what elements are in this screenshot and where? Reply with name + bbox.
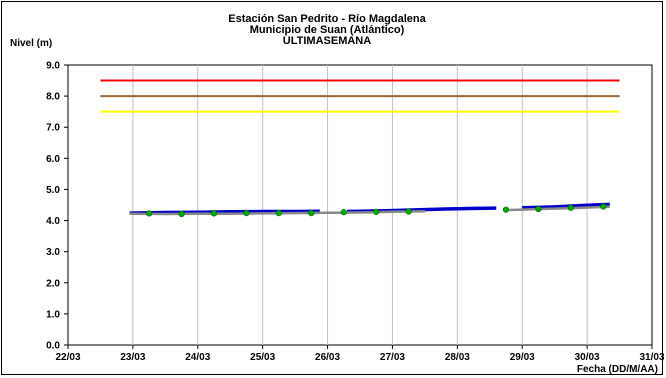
x-tick-label: 27/03 bbox=[380, 352, 405, 363]
data-point bbox=[210, 210, 218, 217]
y-tick-label: 1.0 bbox=[46, 309, 60, 320]
chart-title-line: ULTIMASEMANA bbox=[283, 35, 371, 47]
y-tick-label: 9.0 bbox=[46, 61, 60, 72]
data-point bbox=[567, 204, 574, 211]
data-point bbox=[275, 209, 282, 217]
x-tick-label: 22/03 bbox=[55, 352, 80, 363]
y-axis-ticks: 0.0 1.0 2.0 3.0 4.0 5.0 6.0 7.0 8.0 9.0 bbox=[46, 61, 68, 352]
x-axis-label: Fecha (DD/M/AA) bbox=[577, 364, 658, 375]
series-group bbox=[129, 202, 610, 218]
data-point bbox=[308, 209, 315, 217]
x-axis-ticks: 22/03 23/03 24/03 25/03 26/03 27/03 28/03 29/03… bbox=[55, 345, 664, 363]
x-tick-label: 23/03 bbox=[120, 352, 145, 363]
series-line bbox=[509, 205, 610, 212]
data-point bbox=[600, 203, 607, 210]
data-point bbox=[535, 205, 542, 213]
series-line bbox=[129, 209, 320, 215]
x-tick-label: 30/03 bbox=[575, 352, 600, 363]
chart-title-line: Estación San Pedrito - Río Magdalena bbox=[228, 13, 426, 25]
x-tick-label: 25/03 bbox=[250, 352, 275, 363]
y-tick-label: 8.0 bbox=[46, 92, 60, 103]
chart-title: Estación San Pedrito - Río MagdalenaMuni… bbox=[228, 13, 426, 47]
y-tick-label: 7.0 bbox=[46, 123, 60, 134]
data-point bbox=[405, 208, 412, 215]
data-point bbox=[502, 206, 510, 213]
x-tick-label: 26/03 bbox=[315, 352, 340, 363]
data-point bbox=[146, 210, 153, 217]
y-axis-label: Nivel (m) bbox=[10, 38, 52, 49]
y-tick-label: 4.0 bbox=[46, 216, 60, 227]
y-tick-label: 2.0 bbox=[46, 278, 60, 289]
data-point bbox=[373, 208, 380, 215]
chart-title-line: Municipio de Suan (Atlántico) bbox=[250, 24, 405, 36]
x-tick-label: 24/03 bbox=[185, 352, 210, 363]
x-tick-label: 31/03 bbox=[639, 352, 664, 363]
x-tick-label: 29/03 bbox=[510, 352, 535, 363]
y-tick-label: 3.0 bbox=[46, 247, 60, 258]
threshold-lines bbox=[100, 79, 620, 113]
x-tick-label: 28/03 bbox=[445, 352, 470, 363]
data-point bbox=[178, 210, 185, 218]
y-tick-label: 5.0 bbox=[46, 185, 60, 196]
data-point bbox=[340, 209, 347, 216]
y-tick-label: 6.0 bbox=[46, 154, 60, 165]
data-point bbox=[243, 209, 250, 217]
y-tick-label: 0.0 bbox=[46, 341, 60, 352]
